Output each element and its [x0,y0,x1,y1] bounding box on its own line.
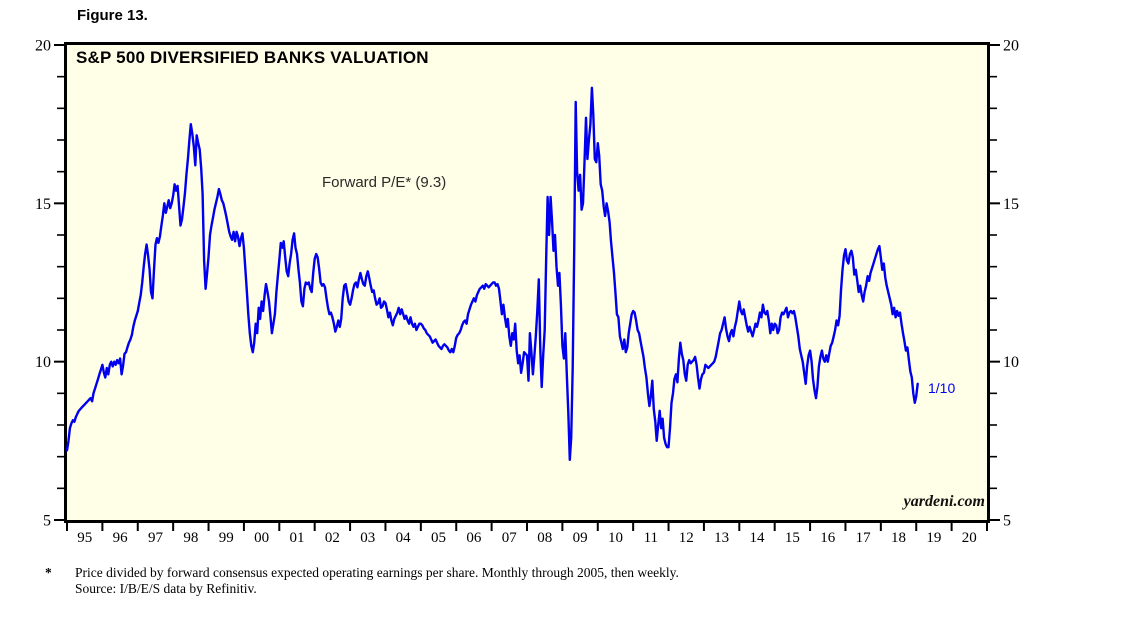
y-axis-label-left: 20 [35,38,51,55]
footnote: Price divided by forward consensus expec… [75,565,795,597]
y-axis-label-right: 20 [1003,38,1019,55]
x-axis-label: 96 [113,530,129,546]
footnote-line2: Source: I/B/E/S data by Refinitiv. [75,581,257,596]
series-annotation: Forward P/E* (9.3) [322,174,447,191]
x-axis-label: 03 [360,530,375,546]
x-axis-label: 11 [644,530,658,546]
x-axis-label: 04 [396,530,412,546]
x-axis-label: 98 [183,530,198,546]
y-axis-label-right: 5 [1003,513,1011,530]
x-axis-label: 13 [714,530,729,546]
x-axis-label: 00 [254,530,269,546]
x-axis-label: 15 [785,530,800,546]
x-axis-label: 20 [962,530,977,546]
x-axis-label: 07 [502,530,518,546]
x-axis-label: 08 [537,530,552,546]
watermark: yardeni.com [903,493,985,510]
chart-title: S&P 500 DIVERSIFIED BANKS VALUATION [76,48,429,67]
x-axis-label: 10 [608,530,623,546]
x-axis-label: 12 [679,530,694,546]
x-axis-label: 14 [750,530,766,546]
y-axis-label-right: 10 [1003,354,1019,371]
x-axis-label: 95 [77,530,92,546]
x-axis-label: 02 [325,530,340,546]
x-axis-label: 06 [466,530,482,546]
footnote-line1: Price divided by forward consensus expec… [75,565,679,580]
y-axis-label-left: 15 [35,196,51,213]
x-axis-label: 09 [573,530,588,546]
y-axis-label-left: 5 [43,513,51,530]
x-axis-label: 18 [891,530,906,546]
plot-area [64,42,990,523]
x-axis-label: 97 [148,530,164,546]
last-point-label: 1/10 [928,380,956,396]
figure-label: Figure 13. [77,7,148,24]
x-axis-label: 05 [431,530,446,546]
x-axis-label: 17 [856,530,872,546]
x-axis-label: 19 [926,530,941,546]
y-axis-label-right: 15 [1003,196,1019,213]
x-axis-label: 16 [820,530,836,546]
x-axis-label: 01 [290,530,305,546]
y-axis-label-left: 10 [35,354,51,371]
footnote-marker: * [45,565,52,580]
x-axis-label: 99 [219,530,234,546]
